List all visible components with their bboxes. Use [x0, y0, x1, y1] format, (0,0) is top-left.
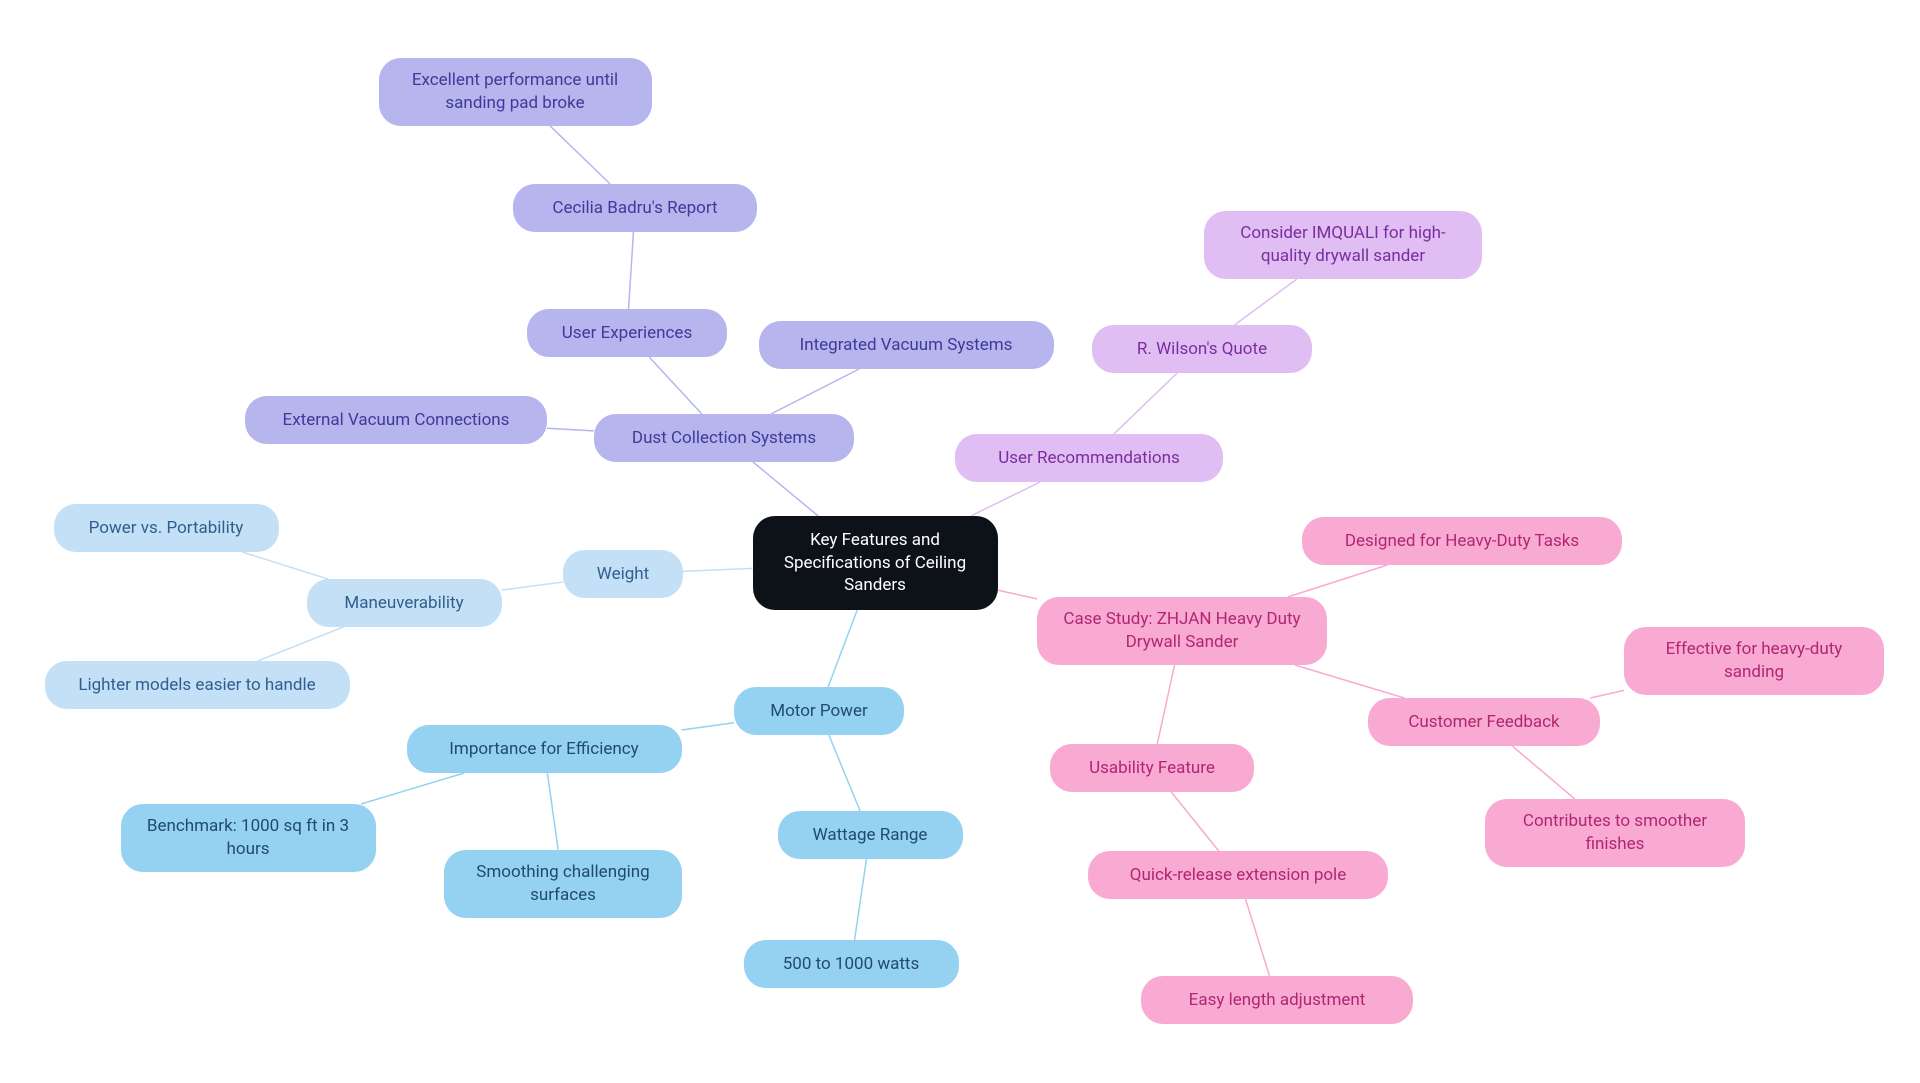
mindmap-edge [361, 773, 464, 804]
node-label: Consider IMQUALI for high-quality drywal… [1226, 222, 1460, 268]
mindmap-edge [828, 610, 857, 687]
mindmap-edge [829, 735, 860, 811]
node-label: User Experiences [562, 322, 692, 345]
mindmap-node: Designed for Heavy-Duty Tasks [1302, 517, 1622, 565]
node-label: Effective for heavy-duty sanding [1646, 638, 1862, 684]
mindmap-node: 500 to 1000 watts [744, 940, 959, 988]
node-label: Cecilia Badru's Report [552, 197, 717, 220]
node-label: Quick-release extension pole [1130, 864, 1346, 887]
mindmap-node: Power vs. Portability [54, 504, 279, 552]
mindmap-node: Customer Feedback [1368, 698, 1600, 746]
node-label: Motor Power [770, 700, 867, 723]
mindmap-edge [1171, 792, 1218, 851]
mindmap-edge [771, 369, 859, 414]
mindmap-node: R. Wilson's Quote [1092, 325, 1312, 373]
mindmap-edge [502, 582, 564, 590]
mindmap-edge [1295, 665, 1405, 698]
node-label: Weight [597, 563, 649, 586]
mindmap-edge [1245, 899, 1269, 976]
mindmap-edge [1512, 746, 1575, 799]
mindmap-node: Case Study: ZHJAN Heavy Duty Drywall San… [1037, 597, 1327, 665]
node-label: Power vs. Portability [89, 517, 244, 540]
node-label: Customer Feedback [1408, 711, 1559, 734]
mindmap-root-node: Key Features and Specifications of Ceili… [753, 516, 998, 610]
mindmap-edge [1288, 565, 1388, 597]
mindmap-node: Quick-release extension pole [1088, 851, 1388, 899]
mindmap-node: Lighter models easier to handle [45, 661, 350, 709]
mindmap-edge [1590, 690, 1624, 698]
mindmap-edge [683, 568, 753, 571]
mindmap-edge [998, 590, 1038, 599]
node-label: Benchmark: 1000 sq ft in 3 hours [143, 815, 354, 861]
mindmap-node: Cecilia Badru's Report [513, 184, 757, 232]
mindmap-node: User Experiences [527, 309, 727, 357]
node-label: 500 to 1000 watts [783, 953, 920, 976]
node-label: Importance for Efficiency [449, 738, 638, 761]
mindmap-edge [649, 357, 702, 414]
mindmap-node: External Vacuum Connections [245, 396, 547, 444]
mindmap-node: User Recommendations [955, 434, 1223, 482]
mindmap-node: Consider IMQUALI for high-quality drywal… [1204, 211, 1482, 279]
mindmap-edge [547, 773, 558, 850]
mindmap-node: Smoothing challenging surfaces [444, 850, 682, 918]
mindmap-edge [1114, 373, 1177, 434]
mindmap-node: Integrated Vacuum Systems [759, 321, 1054, 369]
node-label: Contributes to smoother finishes [1507, 810, 1723, 856]
mindmap-edge [682, 723, 735, 730]
node-label: Maneuverability [344, 592, 463, 615]
mindmap-node: Excellent performance until sanding pad … [379, 58, 652, 126]
mindmap-node: Importance for Efficiency [407, 725, 682, 773]
node-label: Dust Collection Systems [632, 427, 816, 450]
mindmap-node: Usability Feature [1050, 744, 1254, 792]
mindmap-node: Dust Collection Systems [594, 414, 854, 462]
mindmap-edge [971, 482, 1040, 516]
mindmap-edge [258, 627, 344, 661]
node-label: Excellent performance until sanding pad … [401, 69, 630, 115]
mindmap-edge [855, 859, 867, 940]
node-label: Integrated Vacuum Systems [800, 334, 1013, 357]
node-label: Key Features and Specifications of Ceili… [775, 529, 976, 598]
mindmap-node: Weight [563, 550, 683, 598]
mindmap-edge [1157, 665, 1174, 744]
node-label: Easy length adjustment [1189, 989, 1366, 1012]
node-label: Lighter models easier to handle [78, 674, 315, 697]
node-label: Designed for Heavy-Duty Tasks [1345, 530, 1579, 553]
mindmap-edge [550, 126, 610, 184]
node-label: Case Study: ZHJAN Heavy Duty Drywall San… [1059, 608, 1305, 654]
node-label: Smoothing challenging surfaces [466, 861, 660, 907]
mindmap-edge [1235, 279, 1297, 325]
node-label: User Recommendations [998, 447, 1179, 470]
node-label: R. Wilson's Quote [1137, 338, 1267, 361]
node-label: External Vacuum Connections [283, 409, 510, 432]
mindmap-node: Benchmark: 1000 sq ft in 3 hours [121, 804, 376, 872]
node-label: Usability Feature [1089, 757, 1215, 780]
mindmap-node: Maneuverability [307, 579, 502, 627]
mindmap-node: Easy length adjustment [1141, 976, 1413, 1024]
mindmap-node: Contributes to smoother finishes [1485, 799, 1745, 867]
mindmap-node: Motor Power [734, 687, 904, 735]
mindmap-edge [753, 462, 818, 516]
mindmap-edge [242, 552, 328, 579]
mindmap-edge [547, 428, 594, 431]
mindmap-node: Wattage Range [778, 811, 963, 859]
mindmap-node: Effective for heavy-duty sanding [1624, 627, 1884, 695]
mindmap-edge [629, 232, 634, 309]
node-label: Wattage Range [813, 824, 928, 847]
